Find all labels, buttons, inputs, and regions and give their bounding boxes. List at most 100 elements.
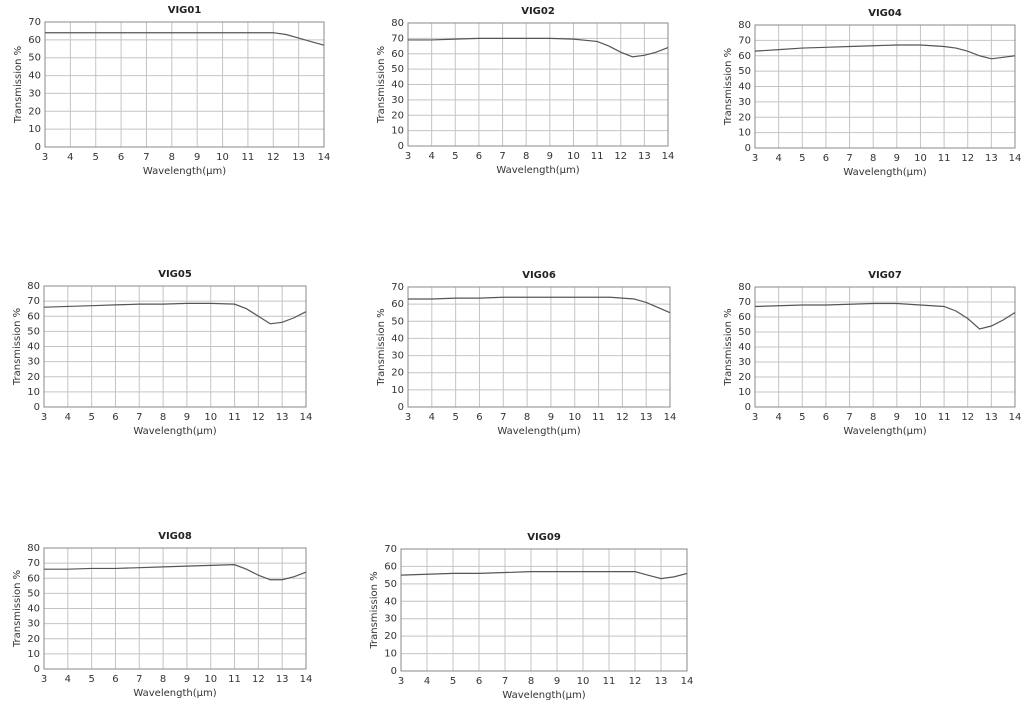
x-tick-label: 5 [799, 412, 805, 423]
y-tick-label: 10 [28, 124, 41, 135]
x-tick-label: 14 [300, 412, 313, 423]
x-tick-label: 5 [93, 152, 99, 163]
x-tick-label: 14 [300, 674, 313, 685]
y-tick-label: 20 [391, 110, 404, 121]
y-tick-label: 20 [28, 106, 41, 117]
x-tick-label: 8 [528, 676, 534, 687]
plot-frame [407, 286, 671, 408]
y-tick-label: 10 [27, 649, 40, 660]
y-tick-label: 60 [738, 51, 751, 62]
x-tick-label: 9 [184, 412, 190, 423]
x-tick-label: 10 [568, 412, 581, 423]
x-tick-label: 9 [194, 152, 200, 163]
y-tick-label: 40 [738, 342, 751, 353]
y-tick-label: 60 [28, 35, 41, 46]
x-tick-label: 11 [938, 412, 951, 423]
x-tick-label: 14 [1009, 153, 1022, 164]
x-tick-label: 4 [67, 152, 73, 163]
y-tick-label: 70 [738, 35, 751, 46]
x-tick-label: 4 [775, 412, 781, 423]
y-tick-label: 70 [391, 33, 404, 44]
chart-title: VIG01 [168, 5, 202, 16]
x-tick-label: 12 [961, 412, 974, 423]
y-axis-label: Transmission % [12, 570, 23, 648]
x-tick-label: 5 [88, 412, 94, 423]
x-tick-label: 4 [65, 412, 71, 423]
y-tick-label: 0 [35, 142, 41, 153]
y-tick-label: 60 [391, 299, 404, 310]
y-tick-label: 60 [391, 49, 404, 60]
x-tick-label: 14 [662, 151, 675, 162]
x-tick-label: 8 [870, 412, 876, 423]
x-tick-label: 13 [985, 153, 998, 164]
x-tick-label: 10 [914, 153, 927, 164]
x-tick-label: 3 [405, 412, 411, 423]
x-tick-label: 12 [629, 676, 642, 687]
y-tick-label: 40 [391, 80, 404, 91]
x-tick-label: 6 [476, 412, 482, 423]
y-tick-label: 60 [384, 561, 397, 572]
chart-title: VIG02 [521, 6, 555, 17]
y-tick-label: 20 [738, 112, 751, 123]
y-tick-label: 40 [391, 333, 404, 344]
y-tick-label: 0 [34, 664, 40, 675]
y-tick-label: 70 [738, 297, 751, 308]
x-tick-label: 3 [41, 412, 47, 423]
y-tick-label: 80 [738, 20, 751, 31]
y-tick-label: 60 [27, 573, 40, 584]
y-tick-label: 10 [738, 128, 751, 139]
x-axis-label: Wavelength(μm) [496, 165, 579, 176]
y-tick-label: 40 [27, 604, 40, 615]
y-tick-label: 50 [391, 316, 404, 327]
plot-frame [400, 548, 688, 672]
y-tick-label: 0 [34, 402, 40, 413]
plot-frame [43, 547, 307, 670]
y-axis-label: Transmission % [13, 46, 24, 124]
x-tick-label: 3 [752, 412, 758, 423]
curve [45, 32, 325, 46]
x-tick-label: 14 [664, 412, 677, 423]
x-tick-label: 10 [204, 674, 217, 685]
y-tick-label: 20 [384, 631, 397, 642]
x-tick-label: 5 [452, 412, 458, 423]
x-tick-label: 10 [567, 151, 580, 162]
x-tick-label: 10 [577, 676, 590, 687]
x-tick-label: 8 [523, 151, 529, 162]
y-tick-label: 50 [391, 64, 404, 75]
y-axis-label: Transmission % [376, 308, 387, 386]
y-tick-label: 10 [391, 385, 404, 396]
x-tick-label: 6 [476, 676, 482, 687]
x-tick-label: 5 [452, 151, 458, 162]
x-tick-label: 6 [823, 412, 829, 423]
y-tick-label: 50 [27, 326, 40, 337]
y-tick-label: 10 [391, 126, 404, 137]
x-tick-label: 11 [591, 151, 604, 162]
y-axis-label: Transmission % [723, 48, 734, 126]
x-tick-label: 8 [524, 412, 530, 423]
x-tick-label: 13 [638, 151, 651, 162]
y-tick-label: 20 [738, 372, 751, 383]
y-tick-label: 40 [27, 342, 40, 353]
y-tick-label: 20 [27, 372, 40, 383]
y-tick-label: 70 [27, 296, 40, 307]
y-tick-label: 30 [738, 97, 751, 108]
x-tick-label: 11 [242, 152, 255, 163]
x-tick-label: 12 [252, 674, 265, 685]
x-tick-label: 8 [169, 152, 175, 163]
y-tick-label: 40 [28, 71, 41, 82]
x-tick-label: 3 [752, 153, 758, 164]
curve [408, 37, 669, 58]
x-tick-label: 3 [398, 676, 404, 687]
plot-frame [754, 24, 1016, 149]
y-tick-label: 70 [27, 558, 40, 569]
x-tick-label: 5 [88, 674, 94, 685]
y-axis-label: Transmission % [723, 308, 734, 386]
y-tick-label: 50 [738, 327, 751, 338]
x-axis-label: Wavelength(μm) [843, 167, 926, 178]
y-tick-label: 0 [745, 143, 751, 154]
x-tick-label: 7 [136, 674, 142, 685]
x-tick-label: 4 [429, 412, 435, 423]
x-tick-label: 11 [603, 676, 616, 687]
chart-title: VIG08 [158, 531, 192, 542]
x-tick-label: 4 [65, 674, 71, 685]
